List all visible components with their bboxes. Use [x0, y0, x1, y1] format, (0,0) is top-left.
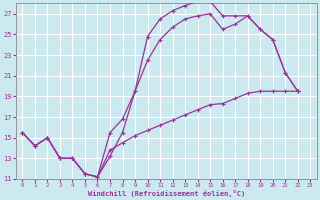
- X-axis label: Windchill (Refroidissement éolien,°C): Windchill (Refroidissement éolien,°C): [88, 190, 245, 197]
